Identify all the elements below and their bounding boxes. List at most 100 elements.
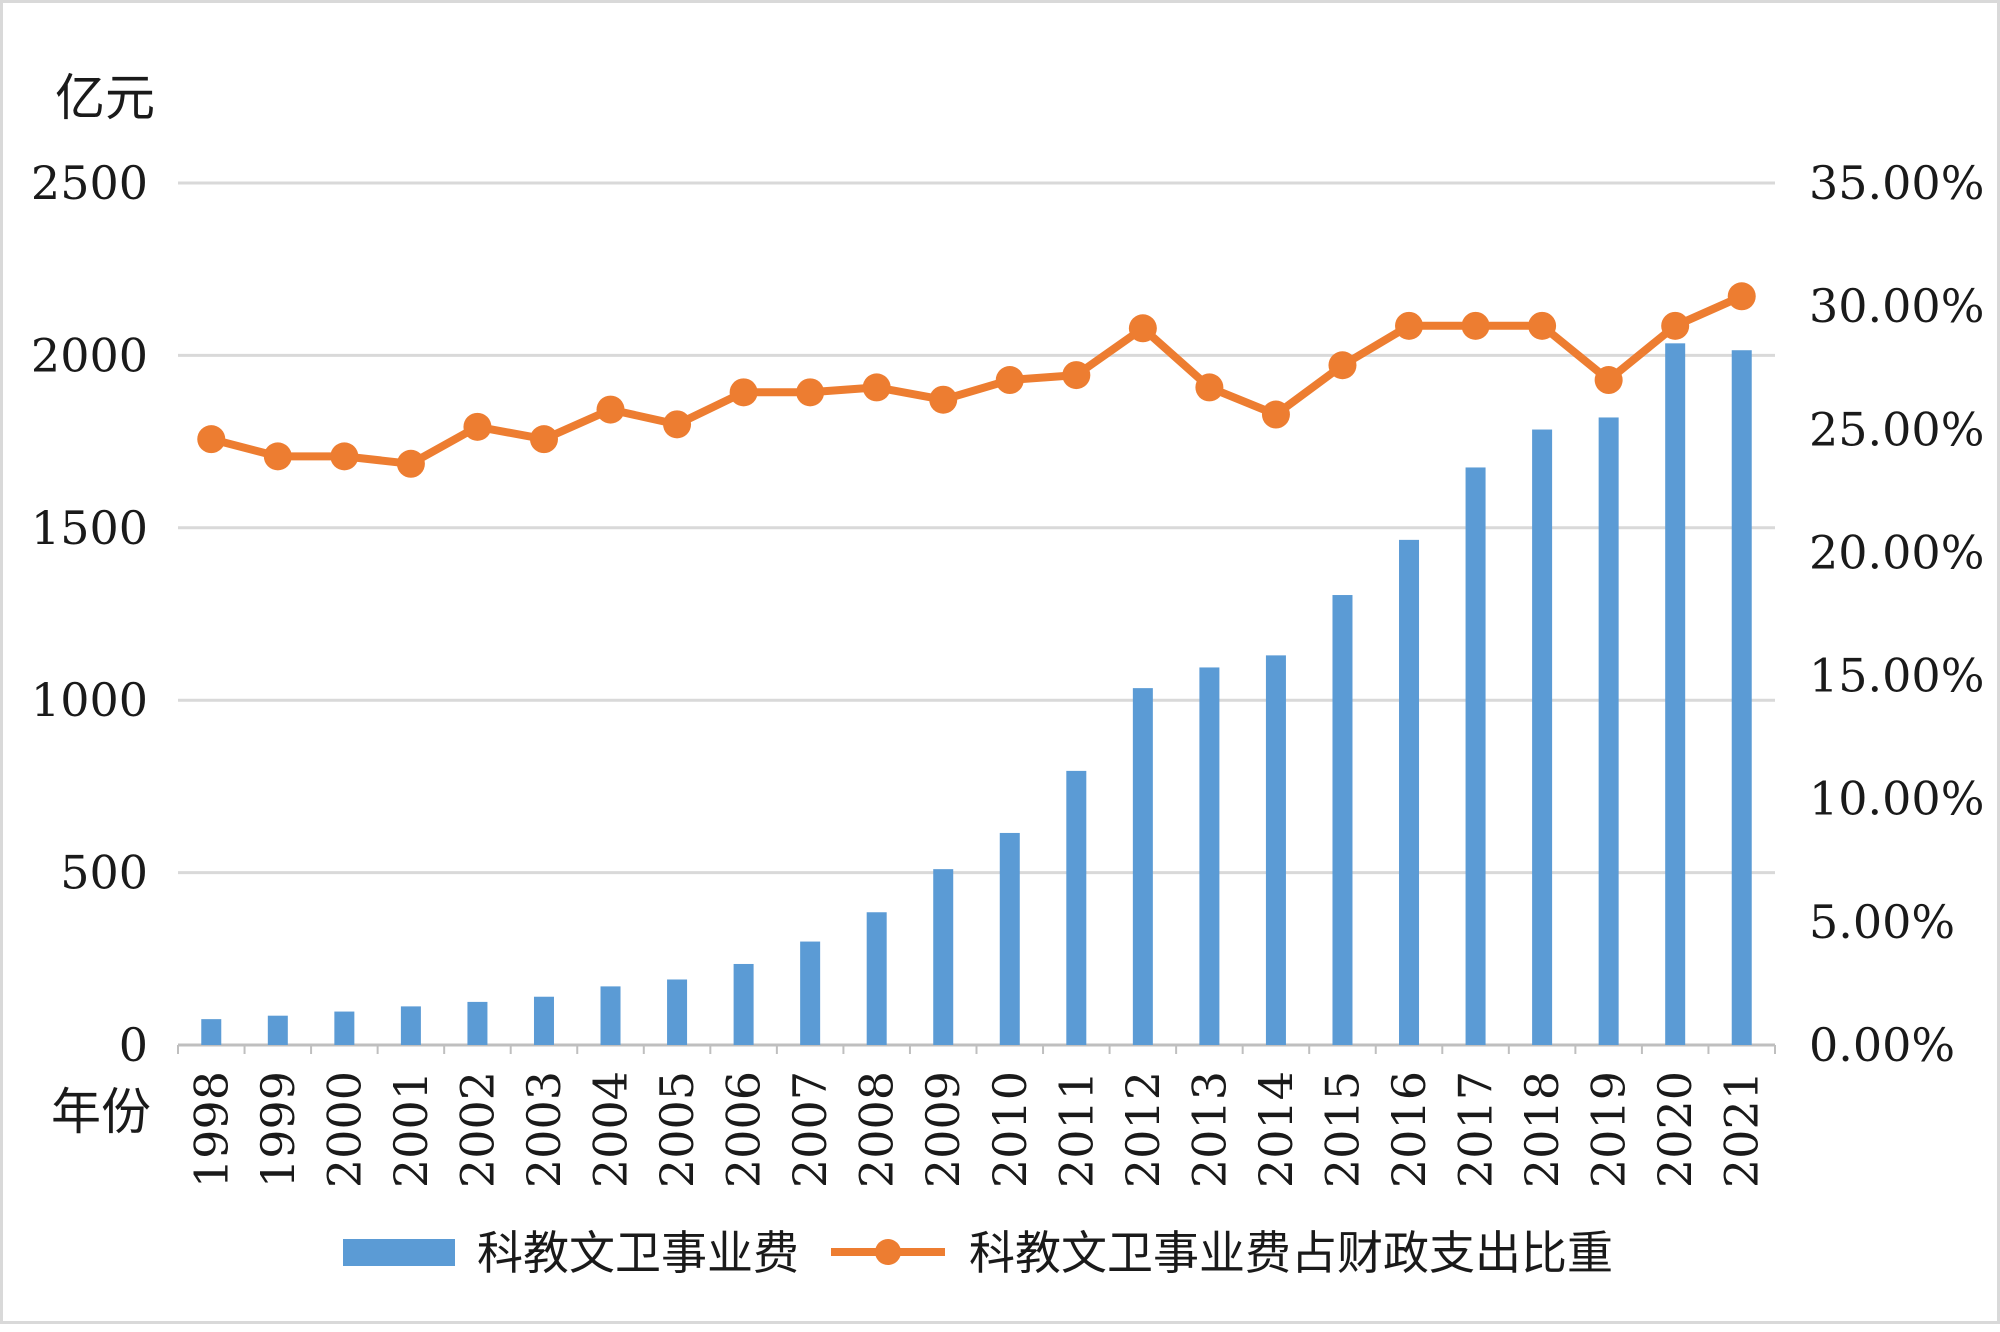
bar xyxy=(600,986,621,1045)
line-point xyxy=(862,373,891,402)
x-tick-label: 2005 xyxy=(650,1071,704,1188)
x-tick-label: 2002 xyxy=(450,1071,504,1188)
bar xyxy=(1199,667,1220,1045)
right-tick-label: 20.00% xyxy=(1809,525,1984,579)
bar xyxy=(467,1001,488,1045)
line-series xyxy=(197,282,1756,478)
x-axis-title: 年份 xyxy=(51,1083,151,1141)
combo-chart: 0 500 1000 1500 2000 2500 0.00% 5.00% 10.00% 15.… xyxy=(31,69,1984,1280)
bar xyxy=(1465,467,1486,1046)
bar xyxy=(533,996,554,1045)
bar xyxy=(1066,770,1087,1045)
x-tick-label: 2013 xyxy=(1182,1071,1236,1188)
right-tick-label: 25.00% xyxy=(1809,402,1984,456)
x-tick-label: 2014 xyxy=(1249,1071,1303,1188)
line-point xyxy=(729,378,758,407)
legend: 科教文卫事业费 科教文卫事业费占财政支出比重 xyxy=(343,1226,1613,1280)
series-line xyxy=(210,292,1744,468)
x-tick-label: 2001 xyxy=(384,1071,438,1188)
bar xyxy=(1399,539,1420,1045)
right-tick-label: 0.00% xyxy=(1809,1018,1955,1072)
bar xyxy=(1132,688,1153,1045)
x-tick-label: 2000 xyxy=(317,1071,371,1188)
right-tick-label: 30.00% xyxy=(1809,279,1984,333)
bar xyxy=(1332,595,1353,1045)
x-tick-label: 2019 xyxy=(1582,1071,1636,1188)
line-point xyxy=(1062,361,1091,390)
left-tick-label: 2500 xyxy=(31,156,148,210)
x-tick-label: 2006 xyxy=(717,1071,771,1188)
line-point xyxy=(596,395,625,424)
x-tick-label: 2016 xyxy=(1382,1071,1436,1188)
line-point xyxy=(1727,282,1756,311)
right-tick-label: 35.00% xyxy=(1809,156,1984,210)
line-point xyxy=(1128,314,1157,343)
bar xyxy=(1665,343,1686,1045)
line-point xyxy=(529,425,558,454)
right-tick-label: 15.00% xyxy=(1809,649,1984,703)
left-tick-label: 500 xyxy=(60,846,148,900)
legend-line-marker xyxy=(875,1239,901,1265)
right-axis: 0.00% 5.00% 10.00% 15.00% 20.00% 25.00% 30.00%… xyxy=(1809,156,1984,1072)
line-point xyxy=(929,385,958,414)
x-tick-label: 1999 xyxy=(251,1071,305,1188)
bar-series xyxy=(201,343,1752,1046)
x-tick-label: 2007 xyxy=(783,1071,837,1188)
line-point xyxy=(1528,311,1557,340)
bar xyxy=(400,1006,421,1045)
left-axis: 0 500 1000 1500 2000 2500 xyxy=(31,156,148,1072)
line-point xyxy=(197,425,226,454)
x-tick-label: 2018 xyxy=(1515,1071,1569,1188)
bar xyxy=(733,963,754,1045)
x-tick-label: 2012 xyxy=(1116,1071,1170,1188)
right-tick-label: 10.00% xyxy=(1809,772,1984,826)
left-axis-unit-label: 亿元 xyxy=(55,69,155,127)
x-tick-label: 2008 xyxy=(850,1071,904,1188)
bar xyxy=(800,941,821,1045)
line-point xyxy=(330,442,359,471)
bar xyxy=(1265,655,1286,1045)
line-point xyxy=(663,410,692,439)
bar xyxy=(1532,429,1553,1046)
x-tick-label: 2009 xyxy=(916,1071,970,1188)
left-tick-label: 1000 xyxy=(31,673,148,727)
bar xyxy=(267,1015,288,1045)
line-point xyxy=(1661,311,1690,340)
line-point xyxy=(995,366,1024,395)
left-tick-label: 2000 xyxy=(31,328,148,382)
bar xyxy=(334,1011,355,1045)
x-tick-label: 2020 xyxy=(1648,1071,1702,1188)
x-tick-label: 2021 xyxy=(1715,1071,1769,1188)
x-tick-label: 2011 xyxy=(1049,1071,1103,1188)
legend-bar-swatch xyxy=(343,1239,455,1266)
line-point xyxy=(396,449,425,478)
left-tick-label: 1500 xyxy=(31,501,148,555)
line-point xyxy=(263,442,292,471)
x-tick-label: 2010 xyxy=(983,1071,1037,1188)
x-tick-label: 2004 xyxy=(584,1071,638,1188)
x-tick-label: 2003 xyxy=(517,1071,571,1188)
line-point xyxy=(1195,373,1224,402)
line-point xyxy=(1461,311,1490,340)
bar xyxy=(1598,417,1619,1045)
line-point xyxy=(463,412,492,441)
x-tick-label: 2015 xyxy=(1315,1071,1369,1188)
x-axis: 1998 1999 2000 2001 2002 2003 2004 2005 2006 2007… xyxy=(177,1045,1776,1188)
bar xyxy=(667,979,688,1045)
line-point xyxy=(1395,311,1424,340)
line-point xyxy=(1328,351,1357,380)
bar xyxy=(201,1019,222,1045)
x-tick-label: 1998 xyxy=(184,1071,238,1188)
legend-bar-label: 科教文卫事业费 xyxy=(477,1226,799,1280)
bar xyxy=(1731,350,1752,1045)
legend-line-label: 科教文卫事业费占财政支出比重 xyxy=(969,1226,1613,1280)
right-tick-label: 5.00% xyxy=(1809,895,1955,949)
x-tick-label: 2017 xyxy=(1449,1071,1503,1188)
left-tick-label: 0 xyxy=(119,1018,148,1072)
bar xyxy=(933,869,954,1045)
line-point xyxy=(796,378,825,407)
bar xyxy=(866,912,887,1045)
line-point xyxy=(1261,400,1290,429)
line-point xyxy=(1594,366,1623,395)
